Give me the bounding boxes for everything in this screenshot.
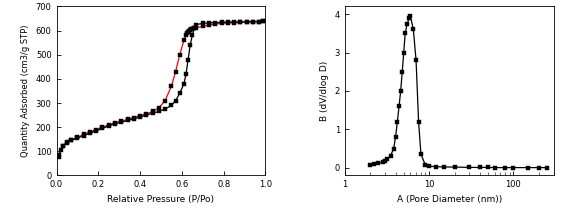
X-axis label: Relative Pressure (P/Po): Relative Pressure (P/Po) bbox=[107, 195, 215, 204]
Y-axis label: Quantity Adsorbed (cm3/g STP): Quantity Adsorbed (cm3/g STP) bbox=[21, 25, 30, 157]
X-axis label: A (Pore Diameter (nm)): A (Pore Diameter (nm)) bbox=[397, 195, 502, 204]
Y-axis label: B (dV/dlog D): B (dV/dlog D) bbox=[320, 61, 329, 121]
